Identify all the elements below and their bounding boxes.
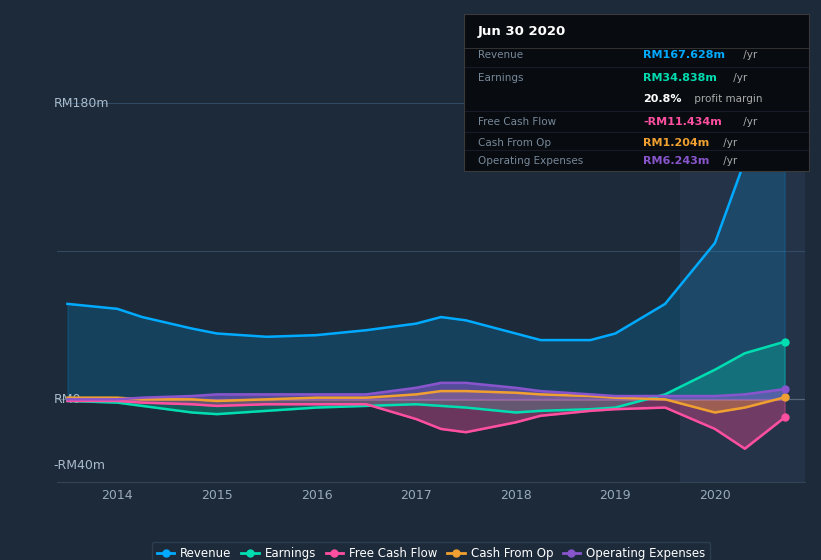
Text: RM34.838m: RM34.838m [643,73,717,83]
Text: Operating Expenses: Operating Expenses [478,156,583,166]
Legend: Revenue, Earnings, Free Cash Flow, Cash From Op, Operating Expenses: Revenue, Earnings, Free Cash Flow, Cash … [152,542,710,560]
Text: /yr: /yr [740,117,757,127]
Text: /yr: /yr [740,50,757,60]
Text: profit margin: profit margin [691,94,763,104]
Text: RM1.204m: RM1.204m [643,138,709,148]
Text: -RM40m: -RM40m [53,459,106,472]
Text: Jun 30 2020: Jun 30 2020 [478,25,566,38]
Text: /yr: /yr [720,156,737,166]
Text: RM6.243m: RM6.243m [643,156,709,166]
Text: RM167.628m: RM167.628m [643,50,725,60]
Text: Earnings: Earnings [478,73,523,83]
Text: RM180m: RM180m [53,96,109,110]
Text: /yr: /yr [720,138,737,148]
Text: Revenue: Revenue [478,50,523,60]
Text: RM0: RM0 [53,393,81,406]
Text: Free Cash Flow: Free Cash Flow [478,117,556,127]
Text: /yr: /yr [730,73,747,83]
Text: -RM11.434m: -RM11.434m [643,117,722,127]
Text: Cash From Op: Cash From Op [478,138,551,148]
Bar [680,78,805,482]
Text: 20.8%: 20.8% [643,94,681,104]
